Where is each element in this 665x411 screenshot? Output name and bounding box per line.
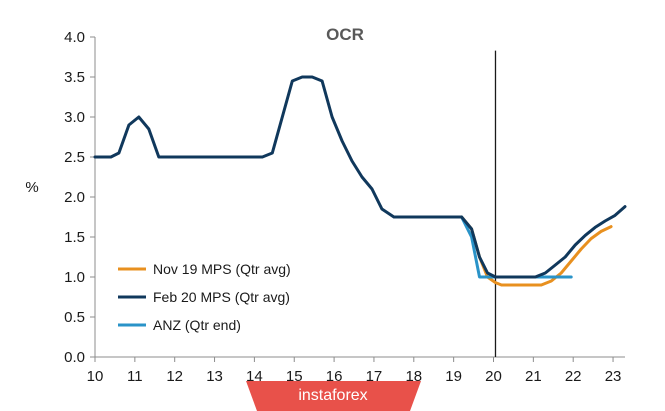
y-tick-label: 0.5	[64, 309, 85, 326]
y-tick-label: 2.0	[64, 189, 85, 206]
series-layer	[93, 75, 627, 287]
y-axis-label: %	[25, 179, 38, 196]
x-tick-label: 10	[87, 368, 104, 385]
watermark-banner	[246, 381, 421, 411]
x-tick-label: 13	[206, 368, 223, 385]
series-line-0	[460, 215, 613, 287]
y-tick-label: 3.0	[64, 109, 85, 126]
x-tick-label: 21	[525, 368, 542, 385]
chart-title: OCR	[326, 25, 364, 44]
legend-label: Nov 19 MPS (Qtr avg)	[153, 261, 291, 277]
y-tick-label: 0.0	[64, 349, 85, 366]
x-tick-label: 18	[405, 368, 422, 385]
y-tick-label: 1.0	[64, 269, 85, 286]
watermark: instaforex	[246, 381, 421, 411]
series-line-1	[93, 75, 627, 279]
x-tick-label: 23	[605, 368, 622, 385]
x-ticks: 10 11 12 13 14 15 16 17 18 19 20 21 22 23	[87, 357, 622, 385]
x-tick-label: 12	[166, 368, 183, 385]
y-tick-label: 2.5	[64, 149, 85, 166]
legend-label: ANZ (Qtr end)	[153, 317, 241, 333]
legend-label: Feb 20 MPS (Qtr avg)	[153, 289, 290, 305]
x-tick-label: 14	[246, 368, 263, 385]
axes	[94, 37, 625, 358]
y-ticks: 0.0 0.5 1.0 1.5 2.0 2.5 3.0 3.5 4.0	[64, 29, 95, 366]
x-tick-label: 15	[286, 368, 303, 385]
x-tick-label: 19	[445, 368, 462, 385]
y-tick-label: 1.5	[64, 229, 85, 246]
x-tick-label: 17	[366, 368, 383, 385]
legend: Nov 19 MPS (Qtr avg) Feb 20 MPS (Qtr avg)…	[118, 261, 291, 333]
watermark-text: instaforex	[298, 387, 367, 404]
y-tick-label: 3.5	[64, 69, 85, 86]
x-tick-label: 16	[326, 368, 343, 385]
y-tick-label: 4.0	[64, 29, 85, 46]
x-tick-label: 11	[127, 368, 143, 385]
x-tick-label: 20	[485, 368, 502, 385]
x-tick-label: 22	[565, 368, 582, 385]
